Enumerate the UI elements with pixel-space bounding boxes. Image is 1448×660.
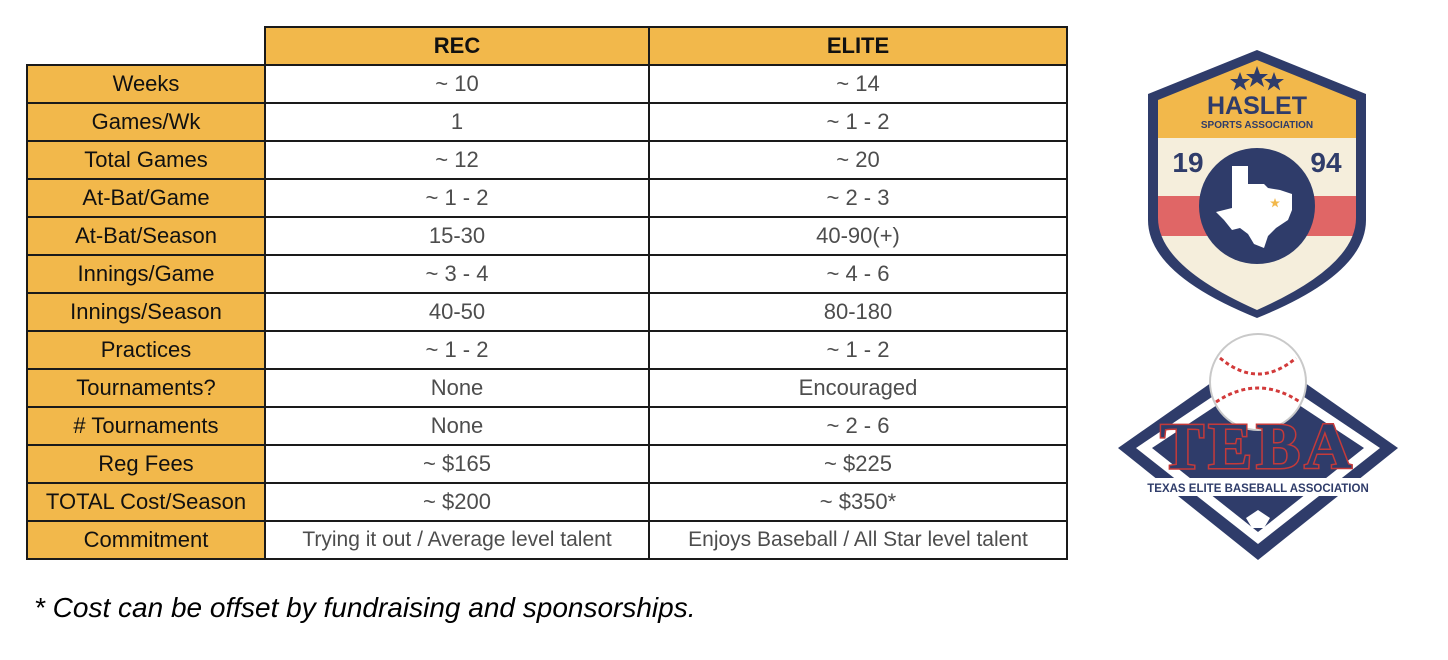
rec-value: 15-30 [264, 216, 650, 256]
table-row: Innings/Game ~ 3 - 4 ~ 4 - 6 [26, 254, 1068, 294]
table-row: At-Bat/Season 15-30 40-90(+) [26, 216, 1068, 256]
footnote: * Cost can be offset by fundraising and … [34, 592, 696, 623]
rec-value: ~ $200 [264, 482, 650, 522]
table-row: Practices ~ 1 - 2 ~ 1 - 2 [26, 330, 1068, 370]
elite-value: 80-180 [648, 292, 1068, 332]
table-row: At-Bat/Game ~ 1 - 2 ~ 2 - 3 [26, 178, 1068, 218]
row-label: Games/Wk [26, 102, 266, 142]
row-label: TOTAL Cost/Season [26, 482, 266, 522]
row-label: Innings/Game [26, 254, 266, 294]
corner-cell [27, 27, 266, 66]
row-label: Reg Fees [26, 444, 266, 484]
elite-value: ~ 2 - 6 [648, 406, 1068, 446]
row-label: # Tournaments [26, 406, 266, 446]
texas-elite-baseball-association-logo: TEBA TEXAS ELITE BASEBALL ASSOCIATION [1118, 333, 1398, 560]
row-label: Weeks [26, 64, 266, 104]
rec-value: Trying it out / Average level talent [264, 520, 650, 560]
table-row: Tournaments? None Encouraged [26, 368, 1068, 408]
rec-value: None [264, 406, 650, 446]
teba-title: TEBA [1160, 410, 1356, 483]
table-row: # Tournaments None ~ 2 - 6 [26, 406, 1068, 446]
elite-value: Enjoys Baseball / All Star level talent [648, 520, 1068, 560]
texas-map-icon [1216, 166, 1292, 248]
header-row: REC ELITE [27, 26, 1068, 66]
rec-value: ~ 3 - 4 [264, 254, 650, 294]
elite-value: Encouraged [648, 368, 1068, 408]
row-label: Tournaments? [26, 368, 266, 408]
table-row: Weeks ~ 10 ~ 14 [26, 64, 1068, 104]
rec-value: None [264, 368, 650, 408]
elite-value: ~ $350* [648, 482, 1068, 522]
elite-value: 40-90(+) [648, 216, 1068, 256]
row-label: Total Games [26, 140, 266, 180]
rec-value: 1 [264, 102, 650, 142]
home-plate-icon [1246, 510, 1270, 528]
rec-value: ~ 1 - 2 [264, 330, 650, 370]
row-label: Innings/Season [26, 292, 266, 332]
baseball-icon [1209, 333, 1307, 431]
table-row: Games/Wk 1 ~ 1 - 2 [26, 102, 1068, 142]
elite-value: ~ 2 - 3 [648, 178, 1068, 218]
column-header-rec: REC [264, 26, 650, 66]
table-row: Total Games ~ 12 ~ 20 [26, 140, 1068, 180]
haslet-sports-association-logo: HASLET SPORTS ASSOCIATION 19 94 [1148, 50, 1366, 318]
elite-value: ~ 20 [648, 140, 1068, 180]
row-label: At-Bat/Season [26, 216, 266, 256]
star-icons [1230, 66, 1284, 91]
row-label: Commitment [26, 520, 266, 560]
elite-value: ~ $225 [648, 444, 1068, 484]
table-body: Weeks ~ 10 ~ 14 Games/Wk 1 ~ 1 - 2 Total Games… [26, 64, 1068, 560]
rec-value: ~ 10 [264, 64, 650, 104]
haslet-subtitle: SPORTS ASSOCIATION [1201, 120, 1313, 131]
rec-value: ~ $165 [264, 444, 650, 484]
table-row: Reg Fees ~ $165 ~ $225 [26, 444, 1068, 484]
table-row: Commitment Trying it out / Average level … [26, 520, 1068, 560]
elite-value: ~ 14 [648, 64, 1068, 104]
column-header-elite: ELITE [648, 26, 1068, 66]
elite-value: ~ 1 - 2 [648, 330, 1068, 370]
rec-value: ~ 12 [264, 140, 650, 180]
row-label: At-Bat/Game [26, 178, 266, 218]
haslet-year-left: 19 [1172, 147, 1203, 178]
location-star-icon [1270, 198, 1280, 208]
teba-subtitle: TEXAS ELITE BASEBALL ASSOCIATION [1147, 483, 1369, 495]
table-row: Innings/Season 40-50 80-180 [26, 292, 1068, 332]
table-row: TOTAL Cost/Season ~ $200 ~ $350* [26, 482, 1068, 522]
elite-value: ~ 1 - 2 [648, 102, 1068, 142]
rec-value: 40-50 [264, 292, 650, 332]
haslet-title: HASLET [1207, 92, 1307, 120]
row-label: Practices [26, 330, 266, 370]
haslet-year-right: 94 [1310, 147, 1342, 178]
rec-value: ~ 1 - 2 [264, 178, 650, 218]
elite-value: ~ 4 - 6 [648, 254, 1068, 294]
